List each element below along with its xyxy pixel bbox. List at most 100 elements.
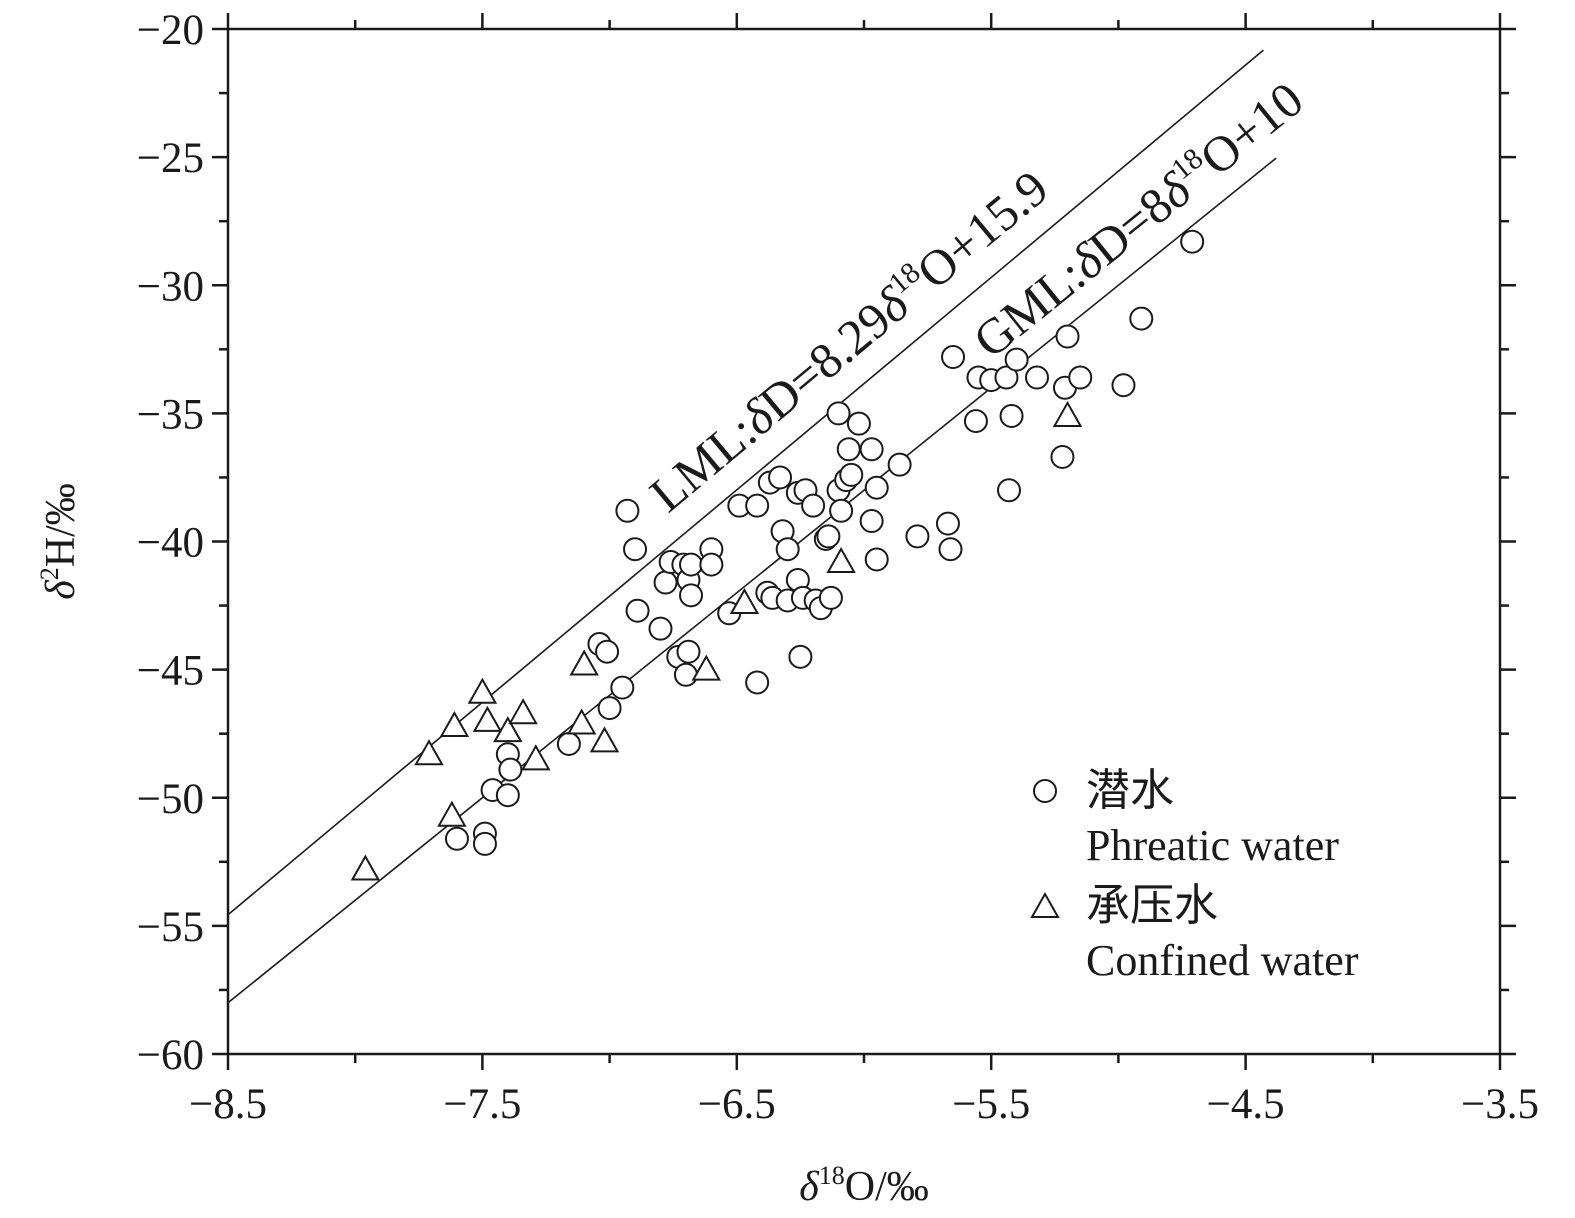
phreatic-point — [905, 524, 930, 549]
y-tick-label: −55 — [137, 904, 204, 951]
phreatic-point — [829, 498, 854, 523]
legend-confined-cn: 承压水 — [1086, 881, 1218, 930]
phreatic-point — [625, 598, 650, 623]
phreatic-point — [623, 537, 648, 562]
y-axis-title: δ2H/‰ — [35, 483, 84, 600]
phreatic-point — [1068, 365, 1093, 390]
y-tick-label: −60 — [137, 1032, 204, 1079]
x-tick-label: −6.5 — [698, 1081, 776, 1128]
phreatic-point — [679, 583, 704, 608]
phreatic-point — [444, 826, 469, 851]
y-tick-label: −20 — [137, 7, 204, 54]
y-axis-title-greek: δ — [38, 579, 84, 600]
phreatic-point — [816, 524, 841, 549]
confined-point — [493, 716, 523, 743]
phreatic-point — [1111, 373, 1136, 398]
phreatic-point — [472, 831, 497, 856]
legend-circle-marker — [1033, 779, 1057, 803]
confined-point — [589, 726, 620, 753]
phreatic-point — [745, 493, 770, 518]
axis-ticks — [212, 13, 1516, 1070]
data-points — [350, 229, 1205, 881]
y-axis-title-sup: 2 — [35, 567, 64, 580]
y-tick-label: −35 — [137, 391, 204, 438]
x-tick-label: −7.5 — [443, 1081, 521, 1128]
phreatic-point — [768, 465, 793, 490]
phreatic-point — [610, 675, 635, 700]
y-tick-label: −40 — [137, 520, 204, 567]
confined-point — [729, 587, 760, 614]
lml-label-mid: D=8.29 — [749, 291, 901, 431]
legend-phreatic-en: Phreatic water — [1086, 821, 1339, 870]
legend: 潜水 Phreatic water 承压水 Confined water — [1030, 766, 1359, 985]
phreatic-point — [864, 475, 889, 500]
lml-line — [227, 49, 1264, 916]
phreatic-point — [1050, 444, 1075, 469]
phreatic-point — [818, 585, 843, 610]
x-axis-title-rest: O/‰ — [845, 1164, 929, 1210]
x-tick-label: −5.5 — [952, 1081, 1030, 1128]
phreatic-point — [1024, 365, 1049, 390]
phreatic-point — [826, 401, 851, 426]
phreatic-point — [653, 570, 678, 595]
phreatic-point — [859, 437, 884, 462]
confined-point — [414, 739, 444, 766]
y-tick-label: −50 — [137, 776, 204, 823]
confined-point — [467, 677, 498, 704]
phreatic-point — [699, 552, 724, 577]
phreatic-point — [839, 462, 864, 487]
phreatic-point — [745, 670, 770, 695]
fit-lines — [227, 49, 1277, 1004]
plot-frame — [226, 27, 1502, 1056]
phreatic-point — [1129, 306, 1154, 331]
y-tick-label: −45 — [137, 648, 204, 695]
confined-point — [1052, 400, 1083, 427]
x-tick-label: −3.5 — [1461, 1081, 1539, 1128]
x-axis-title-greek: δ — [799, 1164, 820, 1210]
phreatic-point — [788, 644, 813, 669]
y-tick-label: −30 — [137, 263, 204, 310]
phreatic-point — [963, 409, 988, 434]
confined-point — [566, 708, 597, 735]
gml-line — [227, 157, 1277, 1004]
phreatic-point — [498, 757, 523, 782]
phreatic-point — [597, 696, 622, 721]
confined-point — [439, 710, 470, 737]
phreatic-point — [999, 403, 1024, 428]
legend-confined-en: Confined water — [1086, 936, 1359, 985]
phreatic-point — [887, 452, 912, 477]
phreatic-point — [859, 509, 884, 533]
x-axis-title-sup: 18 — [819, 1161, 845, 1190]
phreatic-point — [994, 365, 1019, 390]
phreatic-point — [1180, 229, 1205, 254]
tick-labels: −8.5 −7.5 −6.5 −5.5 −4.5 −3.5 −20 −25 −30 −35 −40 −… — [137, 7, 1539, 1128]
phreatic-point — [775, 537, 800, 562]
phreatic-point — [864, 547, 889, 572]
confined-point — [569, 649, 599, 676]
phreatic-point — [997, 478, 1022, 503]
confined-point — [826, 546, 856, 573]
legend-triangle-marker — [1030, 891, 1060, 918]
phreatic-point — [673, 662, 698, 687]
phreatic-point — [676, 639, 701, 664]
phreatic-point — [1004, 347, 1029, 372]
phreatic-point — [556, 731, 581, 756]
confined-point — [437, 800, 467, 827]
phreatic-point — [679, 552, 704, 577]
y-axis-title-rest: H/‰ — [38, 483, 84, 567]
y-tick-label: −25 — [137, 135, 204, 182]
phreatic-point — [941, 345, 966, 369]
confined-point — [521, 744, 551, 771]
x-axis-title: δ18O/‰ — [799, 1161, 929, 1210]
phreatic-point — [615, 498, 640, 523]
legend-phreatic-cn: 潜水 — [1086, 766, 1174, 815]
phreatic-point — [935, 511, 960, 536]
confined-point — [350, 854, 381, 881]
phreatic-point — [1055, 324, 1080, 349]
phreatic-point — [595, 639, 620, 664]
confined-point — [508, 698, 538, 725]
x-tick-label: −4.5 — [1207, 1081, 1285, 1128]
phreatic-point — [495, 783, 520, 808]
phreatic-point — [836, 437, 861, 462]
